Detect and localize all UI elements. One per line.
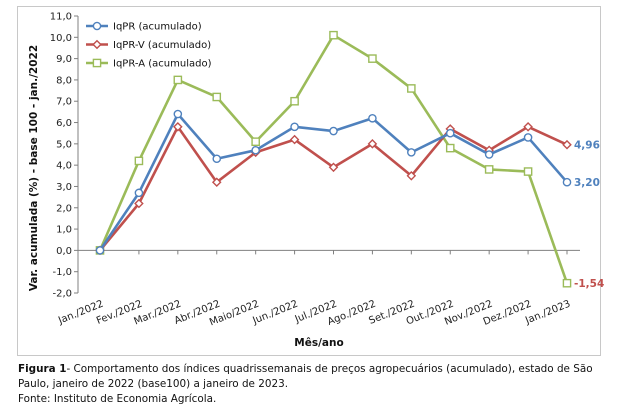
y-tick-label: 0,0 [56,246,72,257]
data-point-diamond [173,122,183,132]
data-point-circle [290,122,299,132]
data-point-circle [134,188,144,198]
y-tick-label: 5,0 [56,139,72,150]
data-point-diamond [211,177,222,187]
figure-frame [17,6,601,356]
x-tick-labels: Jan./2022Fev./2022Mar./2022Abr./2022Maio… [56,299,572,329]
data-point-square [251,137,260,147]
data-point-circle [484,150,494,159]
data-point-diamond [406,171,417,181]
data-point-circle [445,128,455,138]
y-tick-label: 2,0 [56,203,72,214]
data-point-circle [407,148,416,157]
data-point-square [407,84,416,93]
data-point-circle [92,21,102,31]
legend-label: IqPR-V (acumulado) [113,40,211,51]
series-iqprv [95,122,572,256]
data-point-circle [251,145,260,155]
line-chart: -2,0 -1,0 0,0 1,0 2,0 3,0 4,0 5,0 6,0 7,0 8,0 9,0 10… [28,12,604,350]
y-tick-label: 11,0 [50,12,72,23]
series-line-iqprv [98,125,568,252]
data-point-square [445,143,455,153]
y-tick-label: 7,0 [56,97,72,108]
chart-axes [74,15,580,294]
series-iqpra [95,30,572,288]
data-point-square [329,30,338,40]
series-iqpr [95,109,572,255]
y-axis-title: Var. acumulada (%) - base 100 - jan./202… [28,45,40,291]
end-label-iqpra: -1,54 [574,278,604,290]
legend-item-iqprv: IqPR-V (acumulado) [86,39,211,51]
y-tick-labels: -2,0 -1,0 0,0 1,0 2,0 3,0 4,0 5,0 6,0 7,0 8,0 9,0 10… [50,12,72,300]
caption-label: Figura 1 [18,363,67,375]
data-point-circle [212,154,222,164]
end-label-iqprv: 4,96 [574,139,600,151]
end-label-iqpr: 3,20 [574,177,600,189]
y-tick-label: -1,0 [52,267,72,278]
data-point-square [368,54,377,63]
y-tick-label: 4,0 [56,161,72,172]
y-tick-label: 9,0 [56,54,72,65]
y-tick-label: 6,0 [56,118,72,129]
data-point-circle [523,133,533,142]
x-axis-title: Mês/ano [294,337,343,349]
data-point-diamond [289,134,300,145]
legend-item-iqpra: IqPR-A (acumulado) [86,59,212,70]
caption-source: Fonte: Instituto de Economia Agrícola. [18,393,217,405]
legend-item-iqpr: IqPR (acumulado) [86,22,202,33]
data-point-diamond [562,139,572,150]
data-point-square [92,58,102,68]
data-point-circle [562,177,572,187]
data-point-circle [95,246,105,255]
series-line-iqpra [98,33,569,284]
data-point-diamond [134,198,144,209]
y-tick-label: 3,0 [56,182,72,193]
y-tick-label: 10,0 [50,33,72,44]
figure-caption: Figura 1- Comportamento dos índices quad… [18,362,618,407]
data-point-square [484,165,494,174]
y-tick-label: 8,0 [56,75,72,86]
y-tick-label: -2,0 [52,289,72,300]
data-point-circle [329,126,338,136]
data-point-diamond [367,139,378,149]
data-point-square [173,75,183,85]
data-point-circle [368,113,377,123]
caption-text: - Comportamento dos índices quadrisseman… [18,363,593,390]
legend-label: IqPR-A (acumulado) [113,59,212,70]
data-point-square [290,96,299,106]
data-point-square [523,167,533,176]
legend: IqPR (acumulado) IqPR-V (acumulado) IqPR-A… [86,22,212,70]
data-point-diamond [92,39,102,50]
data-point-square [562,278,572,288]
data-point-circle [173,109,183,119]
data-point-square [134,156,144,166]
series-lines [95,30,572,288]
y-tick-label: 1,0 [56,225,72,236]
data-point-square [212,92,222,102]
legend-label: IqPR (acumulado) [113,22,202,33]
data-point-diamond [328,162,339,173]
data-point-diamond [523,122,533,132]
end-value-labels: 4,96 3,20 -1,54 [574,139,604,290]
